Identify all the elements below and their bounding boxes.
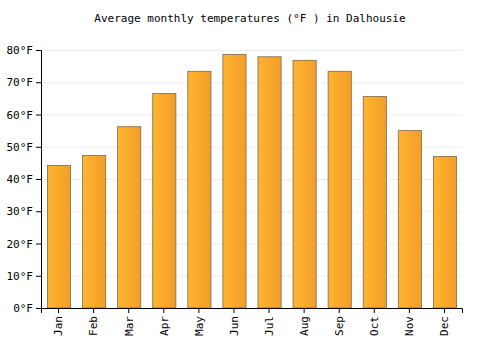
y-tick-mark [36, 244, 41, 245]
bar [293, 60, 316, 308]
x-tick-label: Dec [438, 316, 451, 336]
y-tick-mark [36, 276, 41, 277]
y-tick-label: 20°F [7, 238, 34, 251]
x-tick-mark [163, 308, 164, 313]
x-tick-label: Oct [368, 316, 381, 336]
bar [363, 96, 386, 308]
x-tick-label: Jun [228, 316, 241, 336]
x-tick-mark [444, 308, 445, 313]
y-tick-label: 70°F [7, 76, 34, 89]
x-tick: Jul [263, 308, 276, 336]
x-tick-mark [128, 308, 129, 313]
x-tick-mark [198, 308, 199, 313]
x-tick-mark [58, 308, 59, 313]
bar [398, 131, 421, 308]
y-tick: 60°F [7, 109, 42, 122]
x-tick-label: Sep [333, 316, 346, 336]
x-tick-mark [304, 308, 305, 313]
y-tick-label: 10°F [7, 270, 34, 283]
x-tick: Dec [438, 308, 451, 336]
x-tick-label: Mar [123, 316, 136, 336]
bar [47, 165, 70, 308]
grid-line [41, 115, 462, 116]
x-tick-label: May [193, 316, 206, 336]
x-tick-mark [409, 308, 410, 313]
x-tick-label: Jul [263, 316, 276, 336]
y-axis: 0°F 10°F 20°F 30°F 40°F 50°F 60°F 70°F 80°F [7, 44, 42, 315]
y-tick: 50°F [7, 141, 42, 154]
y-tick-label: 50°F [7, 141, 34, 154]
bar [83, 155, 106, 308]
bar [258, 57, 281, 308]
x-tick: Aug [298, 308, 311, 336]
y-tick: 20°F [7, 238, 42, 251]
chart: Average monthly temperatures (°F ) in Da… [0, 0, 500, 350]
x-tick: Jan [52, 308, 65, 336]
y-tick: 0°F [13, 302, 41, 315]
bar [118, 127, 141, 308]
bar [188, 71, 211, 308]
x-tick-label: Apr [158, 316, 171, 336]
bar [433, 156, 456, 308]
x-tick: Mar [123, 308, 136, 336]
x-tick: May [193, 308, 206, 336]
x-tick: Jun [228, 308, 241, 336]
y-axis-line [36, 51, 42, 309]
x-tick-label: Aug [298, 316, 311, 336]
grid-line [41, 82, 462, 83]
y-tick-label: 40°F [7, 173, 34, 186]
x-axis-line [42, 309, 463, 314]
y-tick-mark [36, 179, 41, 180]
x-tick: Sep [333, 308, 346, 336]
bar [328, 71, 351, 308]
grid [41, 51, 462, 309]
x-tick-mark [269, 308, 270, 313]
x-tick: Nov [403, 308, 416, 336]
x-tick-label: Jan [52, 316, 65, 336]
y-tick: 70°F [7, 76, 42, 89]
y-tick-mark [36, 308, 41, 309]
y-tick: 10°F [7, 270, 42, 283]
x-tick: Feb [87, 308, 100, 336]
x-axis: Jan Feb Mar Apr May Jun Jul Aug Sep Oct Nov Dec [42, 308, 463, 336]
x-tick-mark [233, 308, 234, 313]
y-tick-mark [36, 211, 41, 212]
y-tick: 30°F [7, 205, 42, 218]
y-tick-label: 80°F [7, 44, 34, 57]
x-tick-mark [374, 308, 375, 313]
y-tick-mark [36, 115, 41, 116]
y-tick-mark [36, 147, 41, 148]
plot: 0°F 10°F 20°F 30°F 40°F 50°F 60°F 70°F 80°F Jan Fe… [7, 44, 463, 336]
x-tick-label: Nov [403, 316, 416, 336]
y-tick-mark [36, 82, 41, 83]
y-tick-label: 30°F [7, 205, 34, 218]
x-tick-mark [93, 308, 94, 313]
bars [47, 55, 456, 308]
x-tick: Apr [158, 308, 171, 336]
y-tick-label: 60°F [7, 109, 34, 122]
title: Average monthly temperatures (°F ) in Da… [94, 12, 405, 25]
bar [153, 94, 176, 308]
bar [223, 55, 246, 308]
x-tick-mark [339, 308, 340, 313]
grid-line [41, 50, 462, 51]
y-tick: 40°F [7, 173, 42, 186]
y-tick: 80°F [7, 44, 42, 57]
y-tick-label: 0°F [13, 302, 33, 315]
x-tick: Oct [368, 308, 381, 336]
y-tick-mark [36, 50, 41, 51]
x-tick-label: Feb [87, 316, 100, 336]
